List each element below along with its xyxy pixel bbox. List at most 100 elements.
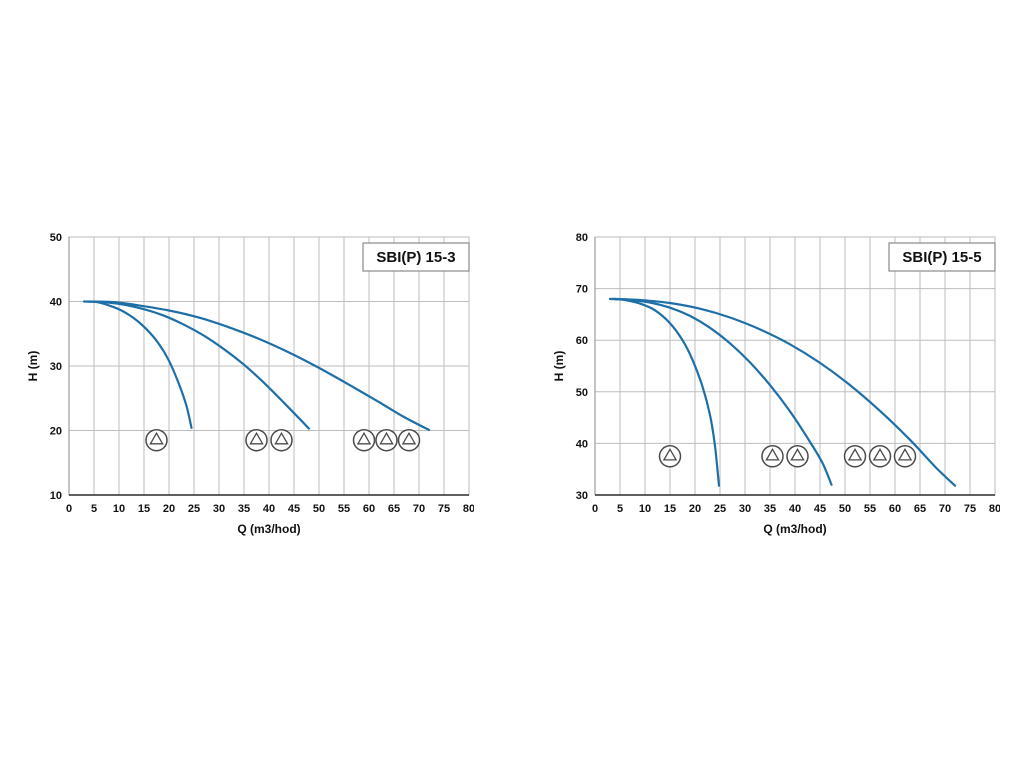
pump-icon-triangle — [790, 447, 805, 461]
x-tick-label: 65 — [388, 503, 400, 515]
pump-icon-triangle — [897, 447, 913, 461]
curve-1-pump — [608, 297, 721, 487]
y-tick-label: 40 — [50, 297, 62, 309]
y-tick-label: 30 — [576, 490, 588, 502]
curve-1-pump — [82, 300, 193, 429]
chart-sbi-p-15-5: 0 5 10 15 20 25 30 35 40 45 50 55 60 65 70 75 80 30 40 50 60… — [550, 229, 1000, 539]
pump-icon — [893, 445, 917, 468]
y-tick-label: 70 — [576, 284, 588, 296]
pump-icon-triangle — [401, 431, 417, 445]
pump-icon — [270, 428, 293, 452]
pump-icon-circle — [893, 445, 917, 468]
x-tick-label: 35 — [764, 503, 776, 515]
x-tick-label: 5 — [617, 503, 623, 515]
x-tick-label: 80 — [463, 503, 474, 515]
y-tick-label: 20 — [50, 426, 62, 438]
pump-icon — [352, 428, 376, 452]
pump-icon — [375, 428, 398, 452]
pump-icon-triangle — [872, 447, 888, 461]
x-tick-label: 50 — [313, 503, 325, 515]
pump-icon-circle — [761, 445, 784, 468]
x-tick-label: 25 — [188, 503, 200, 515]
pump-icon — [658, 445, 682, 468]
pump-icon-triangle — [847, 447, 863, 461]
pump-icon — [786, 445, 809, 468]
x-axis-label: Q (m3/hod) — [237, 522, 300, 536]
curve-2-pumps — [611, 297, 833, 486]
pump-icon-triangle — [765, 447, 780, 461]
pump-icon-circle — [786, 445, 809, 468]
pump-curve-chart-sbi-p-15-5: 0 5 10 15 20 25 30 35 40 45 50 55 60 65 70 75 80 30 40 50 60… — [552, 232, 1000, 536]
x-tick-label: 70 — [939, 503, 951, 515]
pump-icon — [843, 445, 867, 468]
pump-icon — [761, 445, 784, 468]
pump-icon — [868, 445, 892, 468]
x-tick-label: 30 — [213, 503, 225, 515]
pump-icon-triangle — [274, 431, 289, 445]
x-tick-label: 30 — [739, 503, 751, 515]
pump-icon-circle — [843, 445, 867, 468]
x-tick-label: 20 — [163, 503, 175, 515]
x-tick-label: 5 — [91, 503, 97, 515]
x-tick-label: 55 — [338, 503, 350, 515]
x-tick-label: 60 — [889, 503, 901, 515]
y-tick-label: 50 — [50, 232, 62, 244]
y-tick-label: 30 — [50, 361, 62, 373]
chart-sbi-p-15-3: 0 5 10 15 20 25 30 35 40 45 50 55 60 65 70 75 80 10 20 30 40… — [24, 229, 474, 539]
x-tick-label: 25 — [714, 503, 726, 515]
chart-title: SBI(P) 15-5 — [902, 249, 981, 266]
x-tick-label: 75 — [964, 503, 976, 515]
curve-2-pumps — [85, 300, 311, 430]
y-tick-label: 80 — [576, 232, 588, 244]
pump-icon — [245, 428, 268, 452]
chart-title-box — [888, 242, 996, 272]
x-tick-label: 10 — [113, 503, 125, 515]
pump-icon-circle — [245, 428, 268, 452]
pump-icon-triangle — [249, 431, 264, 445]
x-tick-label: 55 — [864, 503, 876, 515]
x-tick-label: 40 — [789, 503, 801, 515]
x-tick-label: 0 — [592, 503, 598, 515]
pump-icon-triangle — [662, 447, 678, 461]
y-tick-label: 40 — [576, 438, 588, 450]
x-tick-label: 0 — [66, 503, 72, 515]
x-tick-label: 80 — [989, 503, 1000, 515]
pump-icon-circle — [397, 428, 421, 452]
chart-title: SBI(P) 15-3 — [376, 249, 455, 266]
curve-3-pumps — [613, 297, 957, 487]
pump-icon-circle — [270, 428, 293, 452]
x-tick-label: 15 — [664, 503, 676, 515]
y-tick-label: 60 — [576, 335, 588, 347]
x-axis-label: Q (m3/hod) — [763, 522, 826, 536]
y-axis-label: H (m) — [26, 351, 40, 382]
x-tick-label: 50 — [839, 503, 851, 515]
pump-icon — [145, 428, 168, 452]
x-tick-label: 60 — [363, 503, 375, 515]
chart-title-box — [362, 242, 470, 272]
curve-3-pumps — [87, 300, 431, 431]
pump-icon-triangle — [379, 431, 394, 445]
x-tick-label: 40 — [263, 503, 275, 515]
x-tick-label: 65 — [914, 503, 926, 515]
x-tick-label: 45 — [288, 503, 300, 515]
pump-icon-circle — [375, 428, 398, 452]
pump-icon — [397, 428, 421, 452]
x-tick-label: 70 — [413, 503, 425, 515]
x-tick-label: 10 — [639, 503, 651, 515]
x-tick-label: 75 — [438, 503, 450, 515]
y-axis-label: H (m) — [552, 351, 566, 382]
pump-icon-circle — [868, 445, 892, 468]
x-tick-label: 20 — [689, 503, 701, 515]
pump-icon-circle — [658, 445, 682, 468]
x-tick-label: 35 — [238, 503, 250, 515]
pump-icon-circle — [145, 428, 168, 452]
y-tick-label: 10 — [50, 490, 62, 502]
pump-icon-circle — [352, 428, 376, 452]
pump-icon-triangle — [149, 431, 164, 445]
pump-curve-chart-sbi-p-15-3: 0 5 10 15 20 25 30 35 40 45 50 55 60 65 70 75 80 10 20 30 40… — [26, 232, 474, 536]
x-tick-label: 45 — [814, 503, 826, 515]
x-tick-label: 15 — [138, 503, 150, 515]
y-tick-label: 50 — [576, 387, 588, 399]
pump-icon-triangle — [356, 431, 372, 445]
